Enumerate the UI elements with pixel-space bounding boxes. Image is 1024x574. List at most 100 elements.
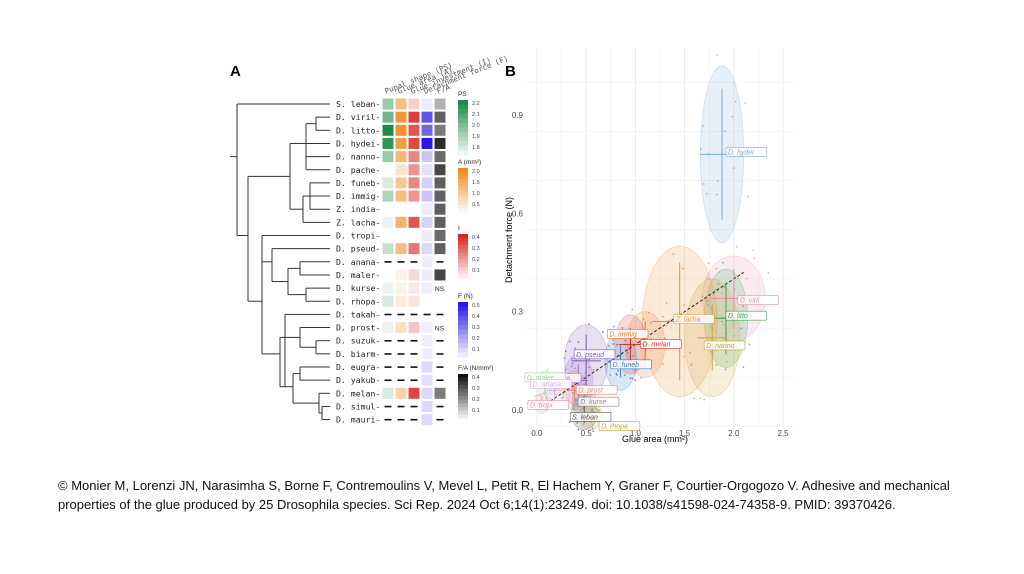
heatmap-cell (408, 151, 420, 163)
legend-tick-label: 0.4 (472, 375, 480, 381)
series-label-box (606, 329, 649, 339)
series-label: D. pseud (576, 352, 605, 359)
data-point (598, 409, 600, 411)
heatmap-cell (421, 230, 433, 241)
data-point (661, 363, 664, 365)
missing-dash (384, 379, 392, 382)
missing-dash (397, 261, 405, 263)
data-point (701, 295, 703, 298)
heatmap-cell (382, 111, 394, 123)
heatmap-cell (395, 295, 407, 307)
heatmap-cell (421, 164, 433, 176)
legend-tick-label: 1.5 (472, 180, 480, 186)
data-point (767, 272, 770, 274)
legend-gradient-step (458, 263, 468, 268)
species-labels: S. leban- D. viril- D. litto- D. hydei- D. n… (336, 99, 380, 425)
heatmap-cell (434, 243, 446, 255)
legend-gradient-step (458, 104, 468, 110)
data-point (564, 368, 567, 371)
legend-gradient-step (458, 259, 468, 264)
data-point (725, 360, 728, 363)
legend-gradient-step (458, 256, 468, 261)
legend-gradient-step (458, 352, 468, 358)
legend-gradient-step (458, 403, 468, 408)
series-label: D. anana (533, 381, 562, 388)
missing-dash (410, 353, 418, 355)
data-point (732, 334, 735, 337)
heatmap-cell (395, 282, 407, 294)
heatmap-cell (408, 164, 420, 176)
data-point (607, 344, 610, 347)
legend-gradient-step (458, 186, 468, 191)
heatmap-cell (408, 216, 420, 228)
data-point (717, 283, 720, 285)
legend-gradient-step (458, 374, 468, 379)
heatmap-cell (434, 177, 446, 189)
legend-gradient-step (458, 237, 468, 242)
heatmap-cell (408, 177, 420, 189)
data-point (740, 327, 743, 330)
data-point (647, 311, 650, 314)
series-label-box (576, 385, 618, 395)
species-label: D. litto- (336, 125, 380, 135)
heatmap-cell (421, 243, 433, 255)
x-tick-label: 1.5 (679, 429, 691, 438)
heatmap-cell (382, 124, 394, 136)
data-point (631, 308, 634, 311)
legend-title: F/A (N/mm²) (458, 365, 493, 372)
legend-gradient-step (458, 381, 468, 386)
data-point (649, 321, 652, 324)
data-point (683, 355, 686, 358)
heatmap-cell (408, 295, 420, 307)
heatmap-cell (382, 322, 394, 334)
figure-caption: © Monier M, Lorenzi JN, Narasimha S, Bor… (58, 478, 950, 512)
missing-dash (384, 353, 392, 355)
missing-dash (397, 353, 405, 355)
heatmap-cell (421, 124, 433, 136)
series-label: D. funeb (613, 362, 640, 369)
data-point (742, 366, 745, 368)
heatmap-cell (382, 177, 394, 189)
data-point (631, 377, 634, 380)
legend-gradient-step (458, 385, 468, 390)
heatmap-cell (421, 361, 433, 373)
legend-gradient-step (458, 315, 468, 321)
data-point (707, 262, 710, 265)
heatmap-cell (408, 190, 420, 202)
legend-gradient-step (458, 320, 468, 326)
data-point (732, 167, 735, 169)
legend-gradient-step (458, 168, 468, 173)
data-point (574, 347, 577, 350)
data-point (535, 394, 537, 397)
heatmap-cell (421, 256, 433, 268)
data-point (548, 397, 551, 400)
species-label: D. biarm- (336, 349, 380, 359)
y-axis-label: Detachment force (N) (504, 197, 514, 283)
data-point (665, 324, 668, 327)
data-point (588, 323, 590, 325)
data-point (612, 343, 615, 345)
legend-gradient-step (458, 347, 468, 353)
data-point (577, 428, 580, 431)
heatmap-cell (421, 282, 433, 294)
data-point (621, 327, 624, 329)
data-point (742, 305, 745, 308)
data-point (588, 366, 590, 369)
heatmap-cell (395, 111, 407, 123)
missing-dash (397, 366, 405, 368)
missing-dash (384, 405, 392, 408)
series-label: D. immig (609, 331, 637, 338)
legend-gradient-step (458, 392, 468, 397)
data-point (595, 407, 598, 410)
data-point (718, 271, 721, 274)
heatmap-cell (395, 177, 407, 189)
heatmap-cell (382, 295, 394, 307)
missing-dash (384, 340, 392, 342)
species-label: D. simul- (336, 401, 380, 411)
legend-gradient-step (458, 193, 468, 198)
legend-tick-label: 0.4 (472, 314, 480, 320)
heatmap-cell (421, 203, 433, 215)
panel-b-label: B (505, 63, 516, 80)
missing-dash (436, 261, 444, 263)
legend-gradient-step (458, 208, 468, 213)
